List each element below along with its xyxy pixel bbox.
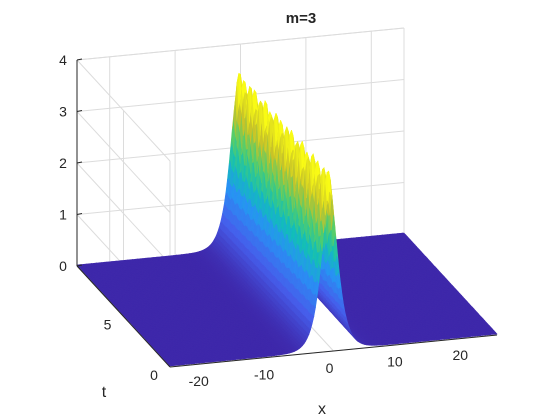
surface-mesh <box>76 72 498 367</box>
grid-line <box>76 27 405 61</box>
